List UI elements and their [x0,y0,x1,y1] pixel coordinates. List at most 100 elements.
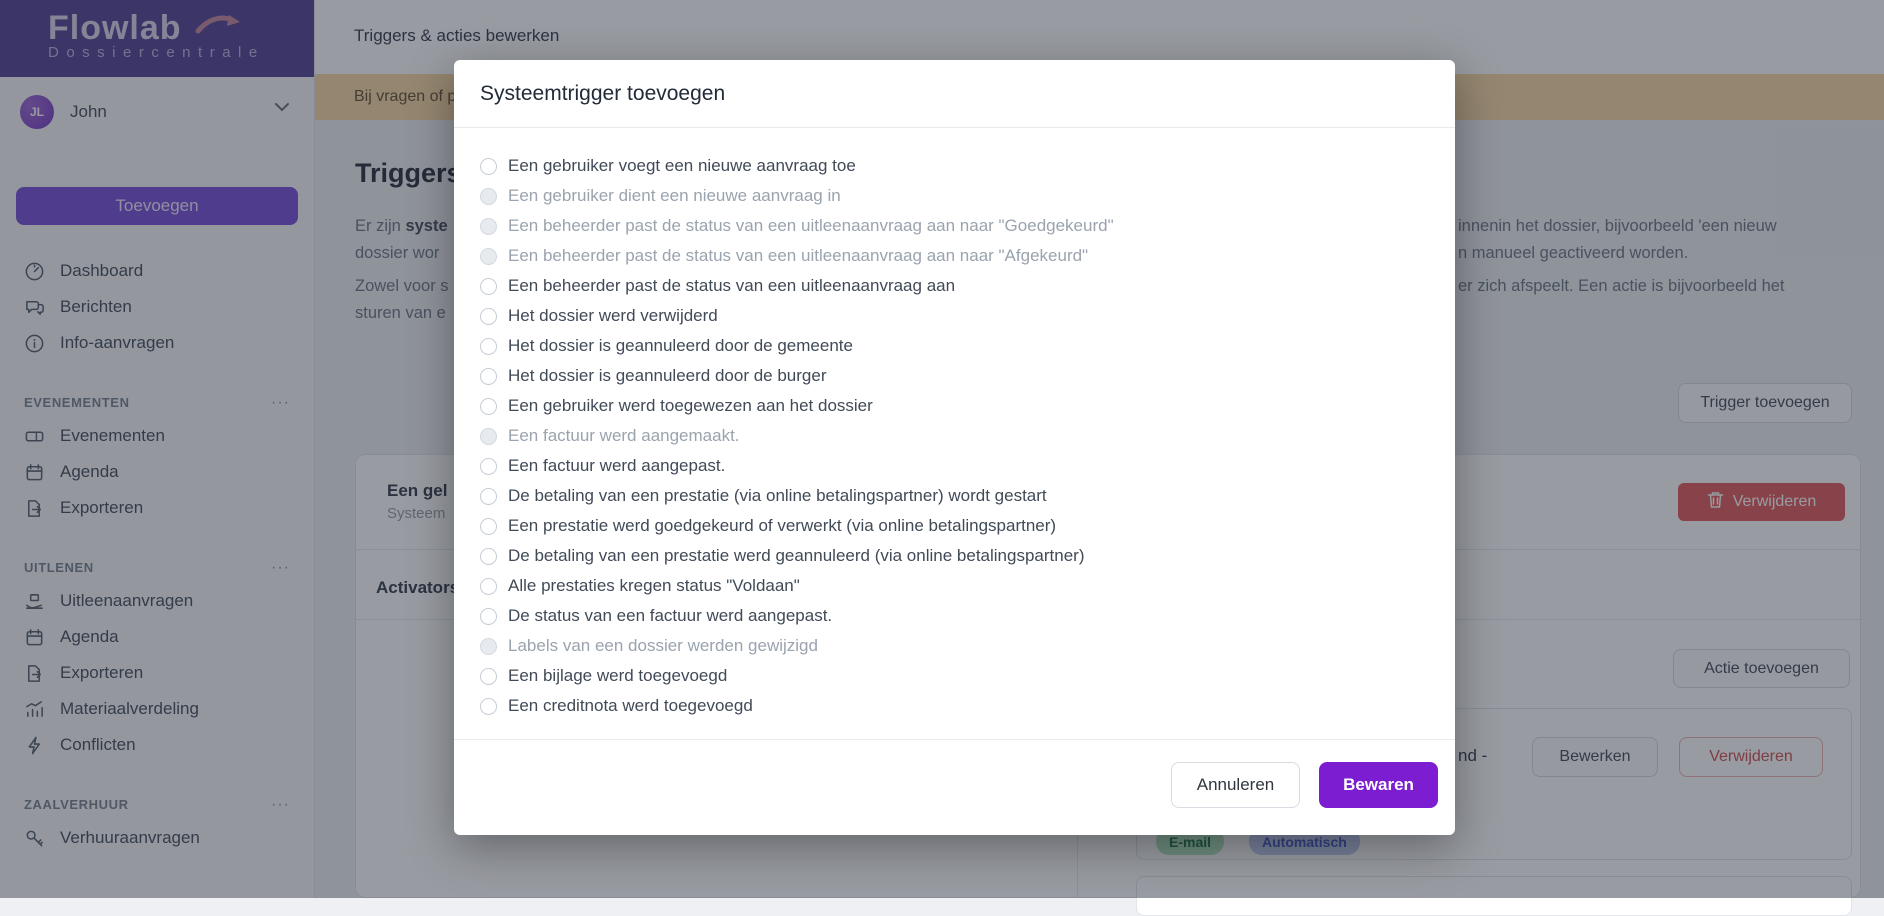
sidebar-item-label: Info-aanvragen [60,333,175,352]
trigger-option[interactable]: Een creditnota werd toegevoegd [480,691,1429,721]
trigger-add-button[interactable]: Trigger toevoegen [1678,383,1852,423]
modal-footer: Annuleren Bewaren [1171,762,1438,808]
sidebar-item-uitleenaanvragen[interactable]: Uitleenaanvragen [0,583,314,619]
sidebar-item-label: Exporteren [60,663,144,682]
sidebar-item-conflicten[interactable]: Conflicten [0,727,314,763]
radio-button[interactable] [480,457,497,475]
sidebar-item-materiaalverdeling[interactable]: Materiaalverdeling [0,691,314,727]
radio-button[interactable] [480,397,497,415]
trigger-option-label: Een factuur werd aangepast. [508,456,726,475]
sidebar-item-agenda[interactable]: Agenda [0,454,314,490]
sidebar-item-info-aanvragen[interactable]: Info-aanvragen [0,325,314,361]
notice-text: Bij vragen of p [354,88,457,105]
trigger-option[interactable]: De betaling van een prestatie werd geann… [480,541,1429,571]
radio-button[interactable] [480,667,497,685]
sidebar-item-label: Berichten [60,297,132,316]
activators-label: Activators [376,578,460,597]
trigger-option-label: Een bijlage werd toegevoegd [508,666,728,685]
trigger-option-label: Een creditnota werd toegevoegd [508,696,753,715]
trigger-option[interactable]: De betaling van een prestatie (via onlin… [480,481,1429,511]
radio-button[interactable] [480,607,497,625]
radio-button[interactable] [480,367,497,385]
radio-button[interactable] [480,697,497,715]
radio-button [480,247,497,265]
sidebar-section-evenementen: EVENEMENTEN ··· Evenementen Agenda Exportere… [0,393,314,526]
sidebar-section-title: ZAALVERHUUR [24,797,129,812]
trigger-option[interactable]: Een factuur werd aangepast. [480,451,1429,481]
modal-footer-divider [454,739,1455,740]
trigger-option[interactable]: Een beheerder past de status van een uit… [480,271,1429,301]
logo-title: Flowlab [48,9,182,47]
action-edit-button[interactable]: Bewerken [1532,737,1658,777]
radio-button[interactable] [480,277,497,295]
intro-text-line3-right: er zich afspeelt. Een actie is bijvoorbe… [1458,277,1785,295]
trigger-option-label: Het dossier werd verwijderd [508,306,718,325]
sidebar-item-exporteren[interactable]: Exporteren [0,655,314,691]
radio-button [480,427,497,445]
ticket-icon [24,425,46,447]
radio-button[interactable] [480,487,497,505]
sidebar-item-exporteren[interactable]: Exporteren [0,490,314,526]
calendar-icon [24,461,46,483]
trigger-option-label: Een beheerder past de status van een uit… [508,276,956,295]
action-add-button[interactable]: Actie toevoegen [1673,649,1850,688]
page-title: Triggers [355,158,462,188]
radio-button[interactable] [480,547,497,565]
trigger-option[interactable]: Het dossier is geannuleerd door de gemee… [480,331,1429,361]
radio-button[interactable] [480,517,497,535]
bolt-icon [24,734,46,756]
radio-button[interactable] [480,307,497,325]
chevron-down-icon [274,99,290,117]
radio-button [480,637,497,655]
section-menu-ellipsis-icon[interactable]: ··· [271,558,290,576]
dashboard-icon [24,260,46,282]
sidebar-item-label: Agenda [60,627,119,646]
trigger-option[interactable]: De status van een factuur werd aangepast… [480,601,1429,631]
lend-icon [24,590,46,612]
trigger-option[interactable]: Een bijlage werd toegevoegd [480,661,1429,691]
trigger-option[interactable]: Een gebruiker werd toegewezen aan het do… [480,391,1429,421]
trigger-option-label: De betaling van een prestatie werd geann… [508,546,1085,565]
trigger-option[interactable]: Het dossier werd verwijderd [480,301,1429,331]
trigger-option[interactable]: Een prestatie werd goedgekeurd of verwer… [480,511,1429,541]
sidebar-item-evenementen[interactable]: Evenementen [0,418,314,454]
sidebar-item-label: Dashboard [60,261,144,280]
trigger-card-subtitle: Systeem [387,505,446,522]
radio-button[interactable] [480,337,497,355]
action-delete-button[interactable]: Verwijderen [1679,737,1823,777]
add-button[interactable]: Toevoegen [16,187,298,225]
section-menu-ellipsis-icon[interactable]: ··· [271,795,290,813]
radio-button[interactable] [480,577,497,595]
sidebar-item-dashboard[interactable]: Dashboard [0,253,314,289]
trigger-option-label: Het dossier is geannuleerd door de burge… [508,366,827,385]
section-menu-ellipsis-icon[interactable]: ··· [271,393,290,411]
trigger-option[interactable]: Het dossier is geannuleerd door de burge… [480,361,1429,391]
save-button[interactable]: Bewaren [1319,762,1438,808]
intro-text-line1-right: innenin het dossier, bijvoorbeeld 'een n… [1458,217,1777,235]
sidebar-item-label: Exporteren [60,498,144,517]
sidebar-item-agenda[interactable]: Agenda [0,619,314,655]
trigger-option: Een gebruiker dient een nieuwe aanvraag … [480,181,1429,211]
radio-button[interactable] [480,157,497,175]
logo-subtitle: Dossiercentrale [48,44,265,61]
user-menu[interactable]: JL John [0,77,314,133]
sidebar-section-uitlenen: UITLENEN ··· Uitleenaanvragen Agenda Exporte… [0,558,314,763]
trigger-option[interactable]: Een gebruiker voegt een nieuwe aanvraag … [480,151,1429,181]
intro-text-line2-left: dossier wor [355,244,440,262]
trigger-delete-button[interactable]: Verwijderen [1678,483,1845,521]
sidebar-item-label: Evenementen [60,426,165,445]
sidebar-item-verhuuraanvragen[interactable]: Verhuuraanvragen [0,820,314,856]
radio-button [480,217,497,235]
intro-text-line4-left: sturen van e [355,304,446,322]
cancel-button[interactable]: Annuleren [1171,762,1300,808]
trigger-option: Labels van een dossier werden gewijzigd [480,631,1429,661]
sidebar-section-title: EVENEMENTEN [24,395,130,410]
logo[interactable]: Flowlab Dossiercentrale [0,0,314,77]
calendar-icon [24,626,46,648]
trigger-option: Een beheerder past de status van een uit… [480,211,1429,241]
trigger-option[interactable]: Alle prestaties kregen status "Voldaan" [480,571,1429,601]
intro-text-line3-left: Zowel voor s [355,277,449,295]
sidebar-item-berichten[interactable]: Berichten [0,289,314,325]
chat-icon [24,296,46,318]
avatar: JL [20,95,54,129]
